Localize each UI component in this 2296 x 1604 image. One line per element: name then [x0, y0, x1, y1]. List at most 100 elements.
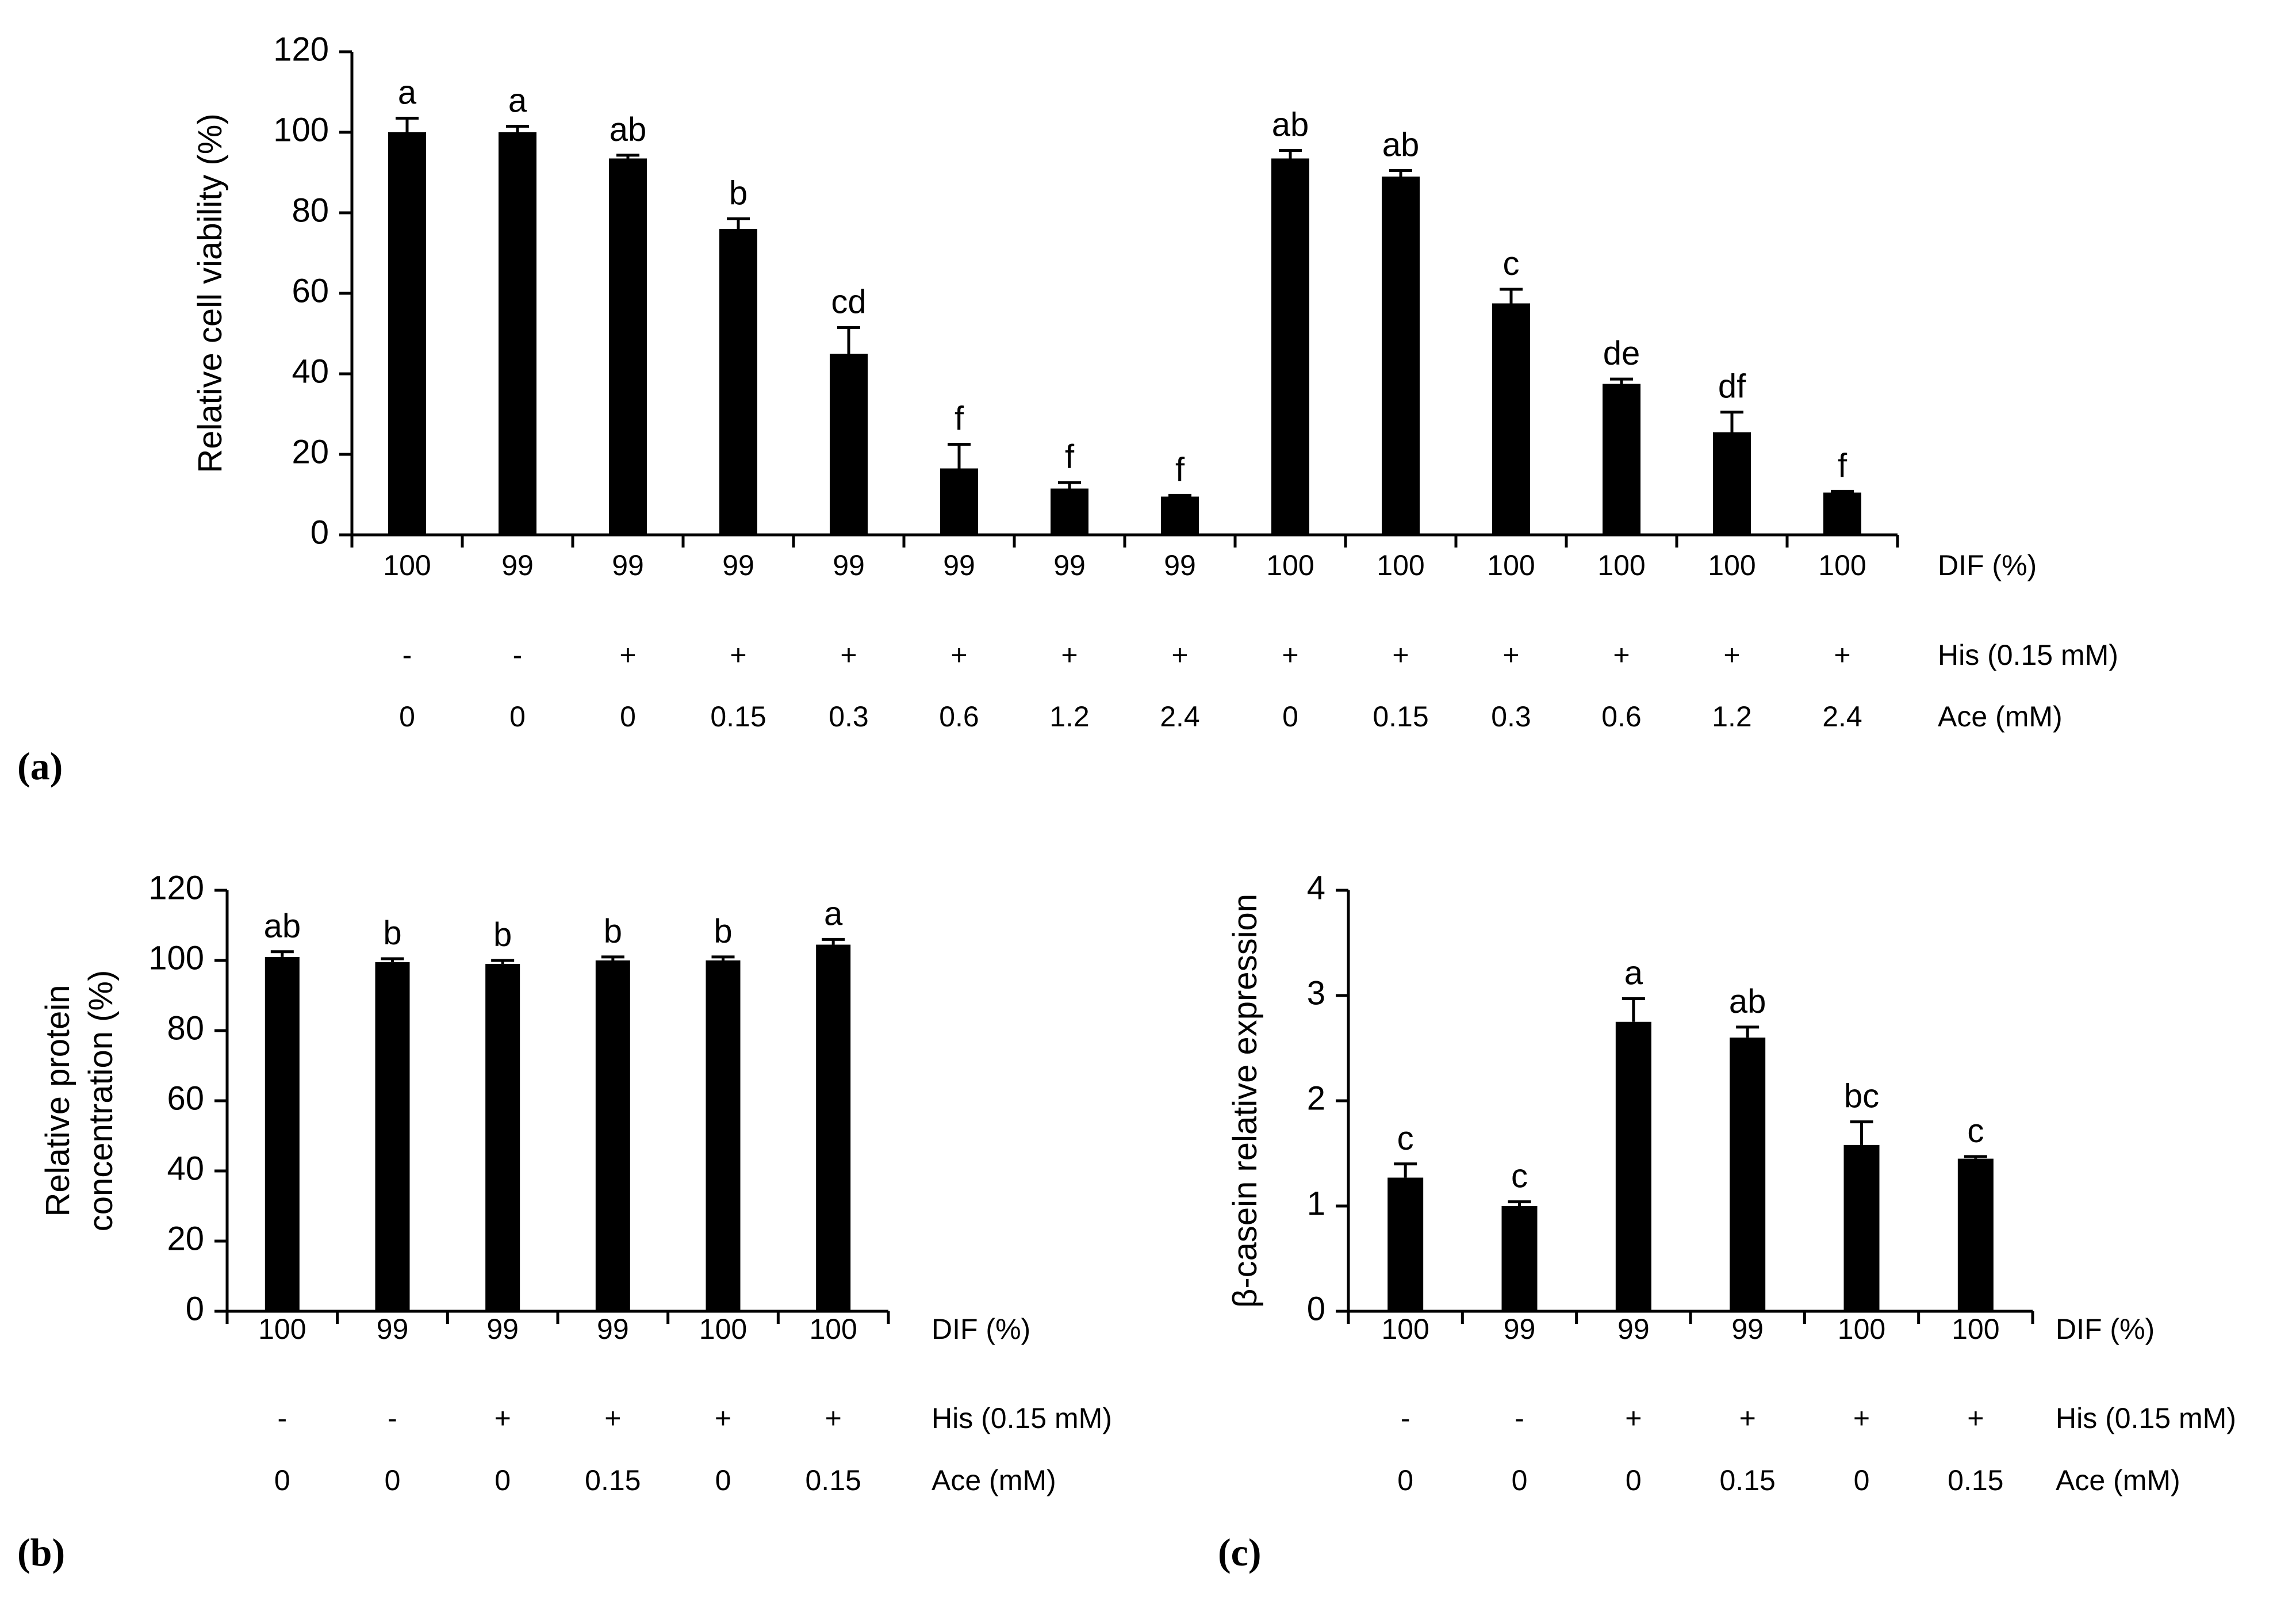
treatment-row-name: DIF (%)	[1938, 549, 2037, 581]
treatment-value: 100	[1597, 549, 1645, 581]
panel-label: (b)	[17, 1530, 65, 1574]
bar	[1615, 1021, 1651, 1311]
treatment-value: 0.15	[1720, 1464, 1776, 1496]
y-tick-label: 80	[167, 1009, 204, 1047]
significance-letter: f	[955, 400, 964, 438]
bar	[940, 468, 978, 535]
significance-letter: ab	[1382, 127, 1420, 164]
treatment-value: +	[715, 1402, 731, 1434]
treatment-value: +	[1613, 639, 1630, 671]
y-tick-label: 80	[292, 192, 329, 229]
bar	[1843, 1144, 1880, 1311]
y-tick-label: 1	[1307, 1185, 1325, 1222]
treatment-value: 99	[943, 549, 975, 581]
panel-b: 0 20 40 60 80 100 120 ab b b b b a 100 99 99 99 100 100 DIF…	[17, 869, 1112, 1574]
bar	[830, 354, 868, 535]
treatment-value: 0	[399, 700, 415, 733]
treatment-value: -	[278, 1402, 288, 1434]
significance-letter: a	[398, 74, 417, 112]
significance-letter: cd	[831, 284, 866, 321]
treatment-value: +	[604, 1402, 621, 1434]
bar	[375, 962, 410, 1311]
significance-letter: c	[1397, 1120, 1414, 1157]
treatment-value: 0	[1854, 1464, 1870, 1496]
treatment-value: +	[825, 1402, 842, 1434]
y-tick-label: 2	[1307, 1079, 1325, 1117]
treatment-value: +	[1171, 639, 1188, 671]
y-tick-label: 0	[1307, 1290, 1325, 1327]
y-axis-label: β-casein relative expression	[1226, 894, 1264, 1308]
treatment-value: 0	[509, 700, 526, 733]
treatment-value: +	[840, 639, 857, 671]
significance-letter: a	[508, 82, 527, 120]
bar	[388, 132, 426, 535]
treatment-value: +	[1625, 1402, 1642, 1434]
treatment-value: 100	[1838, 1313, 1885, 1345]
treatment-value: 0	[495, 1464, 511, 1496]
treatment-value: -	[1515, 1402, 1524, 1434]
treatment-value: 100	[699, 1313, 747, 1345]
treatment-value: -	[1401, 1402, 1410, 1434]
panel-label: (a)	[17, 744, 63, 788]
treatment-value: 0	[1512, 1464, 1528, 1496]
treatment-row-name: DIF (%)	[2056, 1313, 2155, 1345]
significance-letter: b	[493, 916, 512, 954]
treatment-value: 0.15	[710, 700, 766, 733]
treatment-value: 0.15	[1948, 1464, 2003, 1496]
treatment-value: 99	[1053, 549, 1086, 581]
treatment-value: 0.15	[585, 1464, 641, 1496]
bar	[1271, 158, 1309, 535]
treatment-value: 100	[1377, 549, 1424, 581]
treatment-value: +	[1967, 1402, 1984, 1434]
treatment-value: 99	[1164, 549, 1196, 581]
treatment-value: 100	[1266, 549, 1314, 581]
treatment-value: 0	[385, 1464, 401, 1496]
treatment-value: +	[1853, 1402, 1870, 1434]
treatment-value: +	[730, 639, 746, 671]
treatment-value: 2.4	[1160, 700, 1200, 733]
treatment-value: -	[388, 1402, 397, 1434]
y-tick-label: 100	[148, 939, 204, 977]
treatment-row-name: His (0.15 mM)	[1938, 639, 2118, 671]
significance-letter: c	[1967, 1112, 1984, 1150]
treatment-row-name: DIF (%)	[932, 1313, 1030, 1345]
treatment-value: 99	[486, 1313, 519, 1345]
treatment-value: 99	[833, 549, 865, 581]
bar	[1051, 488, 1088, 535]
significance-letter: f	[1065, 438, 1075, 476]
treatment-value: 100	[1818, 549, 1866, 581]
significance-letter: ab	[1272, 106, 1309, 144]
y-tick-label: 40	[167, 1150, 204, 1187]
treatment-row-name: His (0.15 mM)	[2056, 1402, 2236, 1434]
treatment-value: 99	[1731, 1313, 1764, 1345]
panel-label: (c)	[1218, 1530, 1261, 1574]
bar	[595, 960, 630, 1311]
treatment-value: 0.3	[1491, 700, 1531, 733]
treatment-value: +	[950, 639, 967, 671]
treatment-value: 0.3	[829, 700, 869, 733]
panel-c: 0 1 2 3 4 c c a ab bc c 100 99 99 99 100 100 DIF (%) - - + + +…	[1218, 869, 2236, 1574]
y-tick-label: 120	[148, 869, 204, 906]
treatment-value: 100	[809, 1313, 857, 1345]
treatment-value: 100	[258, 1313, 306, 1345]
significance-letter: a	[824, 895, 843, 932]
bar	[265, 956, 300, 1311]
y-tick-label: 20	[292, 433, 329, 470]
treatment-value: 0	[620, 700, 636, 733]
treatment-value: 99	[501, 549, 534, 581]
treatment-row-name: Ace (mM)	[932, 1464, 1056, 1496]
y-tick-label: 20	[167, 1220, 204, 1257]
treatment-value: +	[495, 1402, 511, 1434]
treatment-value: 100	[1708, 549, 1755, 581]
y-tick-label: 60	[292, 272, 329, 309]
treatment-value: 99	[597, 1313, 629, 1345]
treatment-value: 1.2	[1049, 700, 1090, 733]
treatment-value: 0.6	[1601, 700, 1642, 733]
treatment-value: 99	[612, 549, 644, 581]
bar	[1501, 1206, 1538, 1311]
bar	[1492, 303, 1530, 535]
treatment-value: +	[1061, 639, 1078, 671]
treatment-value: 0	[1626, 1464, 1642, 1496]
bar	[816, 944, 851, 1311]
